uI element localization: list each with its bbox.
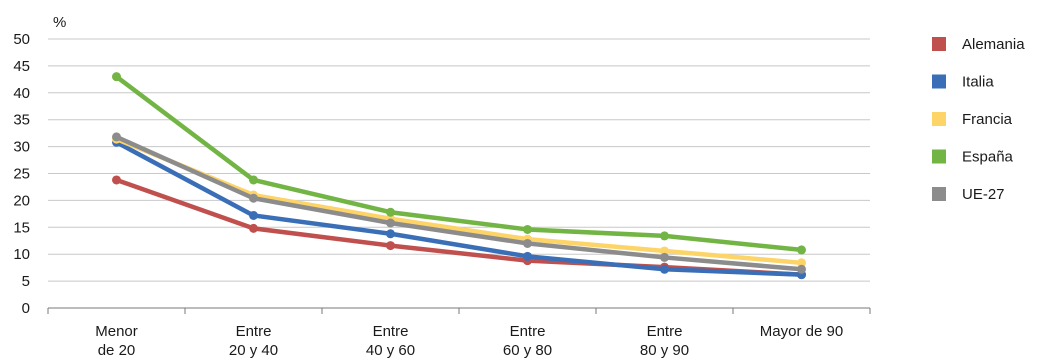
y-tick-label: 10 xyxy=(13,246,30,263)
legend-swatch xyxy=(932,74,946,89)
x-tick-label: Entre 80 y 90 xyxy=(640,323,689,359)
y-tick-label: 30 xyxy=(13,139,30,156)
data-point-alemania xyxy=(386,241,395,251)
y-tick-label: 0 xyxy=(22,300,30,317)
y-tick-label: 35 xyxy=(13,112,30,129)
x-tick-label: Entre 20 y 40 xyxy=(229,323,278,359)
series-ue-27 xyxy=(112,132,806,274)
series-group xyxy=(112,72,806,280)
x-tick-label: Entre 60 y 80 xyxy=(503,323,552,359)
data-point-italia xyxy=(386,229,395,239)
data-point-italia xyxy=(249,210,258,220)
legend-swatch xyxy=(932,112,946,126)
legend-label: UE-27 xyxy=(962,186,1005,203)
legend-item-ue-27: UE-27 xyxy=(932,186,1005,203)
y-axis-label: % xyxy=(53,14,66,31)
series-line-ue-27 xyxy=(114,134,804,272)
y-tick-label: 50 xyxy=(13,31,30,48)
legend-item-españa: España xyxy=(932,149,1014,166)
data-point-francia xyxy=(660,246,669,256)
x-tick-label: Entre 40 y 60 xyxy=(366,323,415,359)
legend: Alemania Italia Francia España UE-27 xyxy=(932,36,1025,203)
x-axis: Menor de 20 Entre 20 y 40 Entre 40 y 60 Entre 6… xyxy=(47,307,871,359)
data-point-alemania xyxy=(249,223,258,233)
legend-label: Francia xyxy=(962,111,1013,128)
data-point-españa xyxy=(112,72,121,82)
y-tick-label: 45 xyxy=(13,58,30,75)
y-tick-label: 40 xyxy=(13,85,30,102)
data-point-españa xyxy=(386,207,395,217)
data-point-italia xyxy=(523,251,532,261)
series-line-españa xyxy=(114,74,804,253)
legend-label: Alemania xyxy=(962,36,1025,53)
x-tick-label: Mayor de 90 xyxy=(760,323,843,340)
y-tick-label: 25 xyxy=(13,166,30,183)
legend-item-francia: Francia xyxy=(932,111,1013,128)
data-point-alemania xyxy=(112,175,121,185)
series-italia xyxy=(112,137,806,280)
y-tick-label: 5 xyxy=(22,273,30,290)
data-point-francia xyxy=(797,258,806,268)
data-point-ue-27 xyxy=(112,132,121,142)
data-point-ue-27 xyxy=(797,264,806,274)
data-point-ue-27 xyxy=(660,252,669,262)
y-tick-label: 20 xyxy=(13,192,30,209)
legend-swatch xyxy=(932,187,946,201)
data-point-italia xyxy=(660,264,669,274)
legend-swatch xyxy=(932,149,946,164)
data-point-españa xyxy=(660,231,669,241)
gridlines xyxy=(48,38,870,282)
data-point-españa xyxy=(797,245,806,255)
data-point-españa xyxy=(249,175,258,185)
data-point-ue-27 xyxy=(386,218,395,228)
legend-label: España xyxy=(962,149,1014,166)
data-point-ue-27 xyxy=(523,238,532,248)
series-line-italia xyxy=(114,140,804,277)
legend-item-alemania: Alemania xyxy=(932,36,1025,53)
legend-label: Italia xyxy=(962,74,994,91)
series-españa xyxy=(112,72,806,255)
x-tick-label: Menor de 20 xyxy=(95,323,138,359)
data-point-ue-27 xyxy=(249,193,258,203)
data-point-españa xyxy=(523,224,532,234)
legend-item-italia: Italia xyxy=(932,74,994,91)
legend-swatch xyxy=(932,37,946,51)
y-tick-label: 15 xyxy=(13,219,30,236)
y-axis-ticks: 0 5 10 15 20 25 30 35 40 45 50 xyxy=(13,31,30,317)
